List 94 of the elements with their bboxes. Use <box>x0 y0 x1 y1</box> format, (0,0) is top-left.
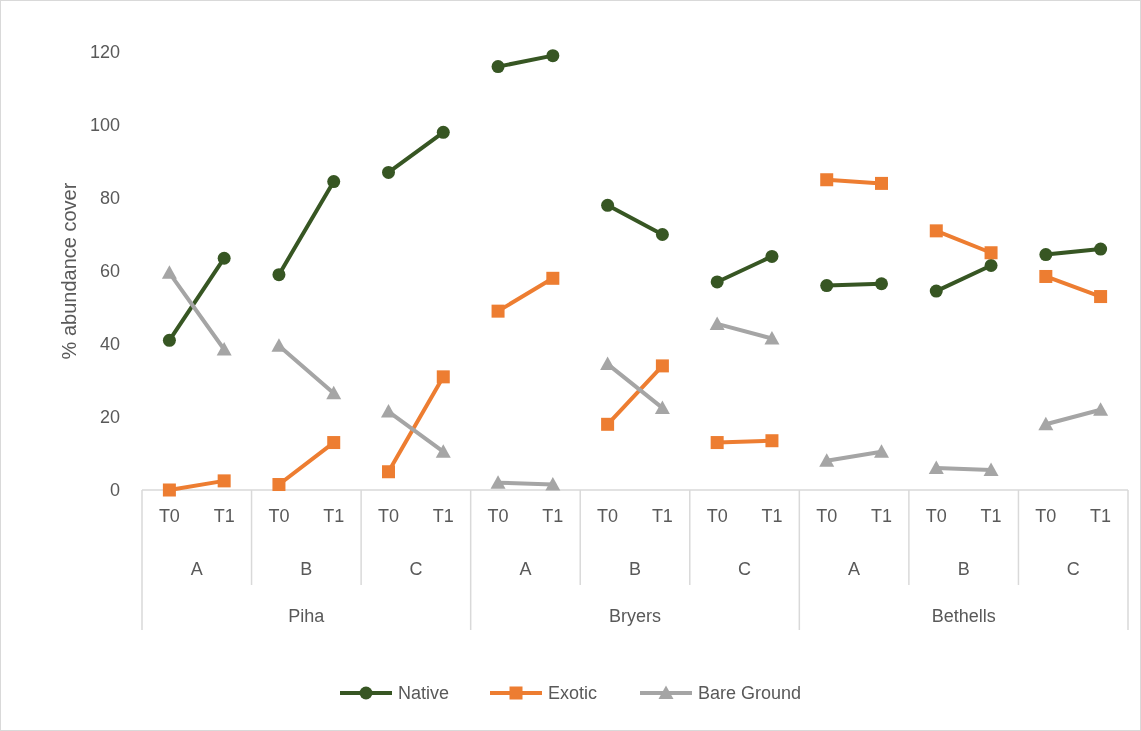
point <box>490 475 506 489</box>
x-tick-label: T1 <box>651 506 673 526</box>
text: A <box>848 559 861 579</box>
point <box>765 249 779 263</box>
point <box>1039 269 1053 283</box>
point <box>654 400 670 414</box>
point <box>381 404 396 418</box>
point <box>1039 248 1053 262</box>
x-tick-label: T0 <box>706 506 728 526</box>
text: C <box>409 559 423 579</box>
point <box>820 173 834 187</box>
text: B <box>300 559 313 579</box>
point <box>546 49 560 63</box>
text: Piha <box>288 606 326 626</box>
text: C <box>1066 559 1080 579</box>
x-tick-label: T1 <box>1090 506 1112 526</box>
point <box>928 460 944 475</box>
y-tick-label: 40 <box>99 334 120 355</box>
point <box>710 275 724 289</box>
point <box>216 341 232 356</box>
x-tick-label: T0 <box>1035 506 1057 526</box>
text: Bethells <box>931 606 996 626</box>
point <box>326 385 342 400</box>
text: B <box>957 559 970 579</box>
point <box>984 259 998 273</box>
point <box>272 478 286 492</box>
point <box>327 436 341 450</box>
point <box>875 277 888 291</box>
x-tick-label: T0 <box>268 506 290 526</box>
y-tick-label: 80 <box>99 188 120 209</box>
point <box>436 370 450 384</box>
point <box>382 165 395 179</box>
text: A <box>190 559 203 579</box>
point <box>601 198 615 212</box>
x-tick-label: T0 <box>816 506 838 526</box>
x-tick-label: T1 <box>870 506 893 526</box>
legend-label: Bare Ground <box>698 683 802 704</box>
text: A <box>519 559 532 579</box>
point <box>655 359 669 373</box>
point <box>983 462 999 476</box>
point <box>874 444 889 458</box>
point <box>436 125 450 139</box>
point <box>1038 416 1054 431</box>
point <box>545 477 561 491</box>
point <box>271 338 287 352</box>
point <box>710 436 724 450</box>
point <box>491 304 505 318</box>
x-tick-label: T0 <box>487 506 509 526</box>
text: B <box>628 559 642 579</box>
point <box>929 284 943 298</box>
x-tick-label: T0 <box>377 506 400 526</box>
y-tick-label: 0 <box>109 480 120 501</box>
point <box>655 228 669 241</box>
point <box>820 279 834 293</box>
x-tick-label: T0 <box>158 506 180 526</box>
x-tick-label: T1 <box>432 506 454 526</box>
point <box>601 417 615 431</box>
point <box>272 268 286 282</box>
y-tick-label: 60 <box>99 261 120 282</box>
y-tick-label: 120 <box>89 42 120 63</box>
point <box>765 434 779 448</box>
point <box>709 316 725 330</box>
point <box>1094 290 1108 304</box>
point <box>382 465 395 479</box>
x-tick-label: T0 <box>925 506 947 526</box>
point <box>929 224 943 238</box>
y-tick-label: 100 <box>89 115 120 136</box>
y-tick-label: 20 <box>99 407 120 428</box>
point <box>217 474 231 488</box>
x-tick-label: T0 <box>597 506 619 526</box>
point <box>217 251 231 265</box>
x-tick-label: T1 <box>213 506 235 526</box>
text: C <box>738 559 752 579</box>
point <box>1094 242 1108 256</box>
point <box>984 246 998 260</box>
x-tick-label: T1 <box>542 506 564 526</box>
point <box>327 175 341 189</box>
x-tick-label: T1 <box>323 506 345 526</box>
point <box>491 60 505 74</box>
x-tick-label: T1 <box>980 506 1002 526</box>
point <box>546 271 560 285</box>
point <box>1093 402 1109 416</box>
text: Bryers <box>608 606 662 626</box>
y-axis-title: % abundance cover <box>58 182 80 360</box>
point <box>819 453 835 467</box>
point <box>162 483 176 497</box>
point <box>875 176 888 190</box>
point <box>162 333 176 347</box>
x-tick-label: T1 <box>761 506 783 526</box>
point <box>764 331 780 345</box>
point <box>435 444 451 458</box>
point <box>161 265 177 279</box>
legend-label: Native <box>398 683 450 704</box>
legend-label: Exotic <box>548 683 598 704</box>
